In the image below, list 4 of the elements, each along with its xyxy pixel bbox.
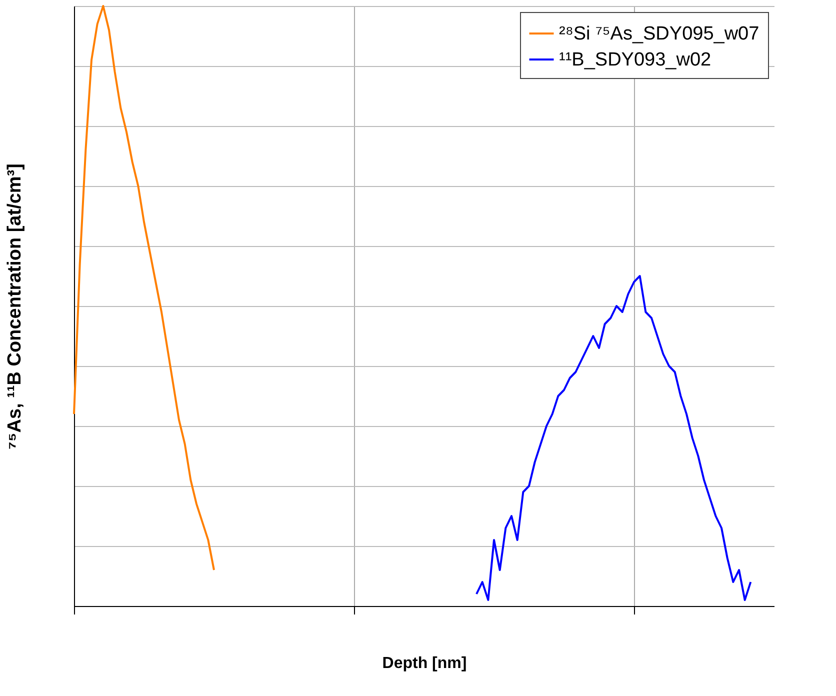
legend-label: ²⁸Si ⁷⁵As_SDY095_w07: [559, 24, 760, 44]
x-axis-title: Depth [nm]: [382, 655, 467, 672]
y-axis-title: ⁷⁵As, ¹¹B Concentration [at/cm³]: [4, 164, 26, 450]
legend-label: ¹¹B_SDY093_w02: [559, 50, 712, 70]
